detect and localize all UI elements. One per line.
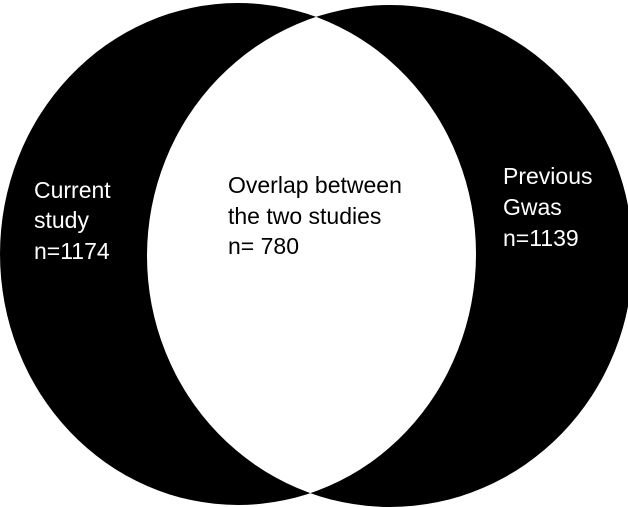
- previous-gwas-label: Previous Gwas n=1139: [503, 163, 599, 251]
- overlap-region: [147, 5, 476, 505]
- overlap-label-line2: the two studies: [228, 203, 381, 229]
- previous-gwas-count: n=1139: [503, 225, 579, 251]
- current-study-label: Current study n=1174: [34, 177, 117, 264]
- previous-gwas-label-line1: Previous: [503, 163, 592, 189]
- current-study-label-line2: study: [34, 207, 89, 233]
- current-study-label-line1: Current: [34, 177, 111, 203]
- previous-gwas-label-line2: Gwas: [503, 194, 562, 220]
- overlap-label-line1: Overlap between: [228, 172, 402, 198]
- overlap-count: n= 780: [228, 233, 299, 259]
- overlap-label: Overlap between the two studies n= 780: [228, 172, 408, 259]
- current-study-count: n=1174: [34, 238, 110, 264]
